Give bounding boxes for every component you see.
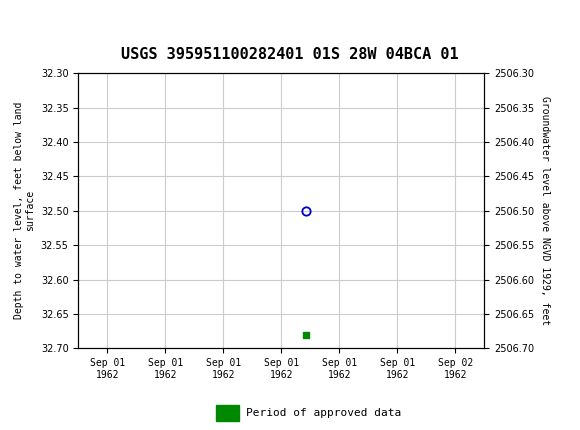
Text: USGS 395951100282401 01S 28W 04BCA 01: USGS 395951100282401 01S 28W 04BCA 01 (121, 47, 459, 62)
Text: Period of approved data: Period of approved data (246, 408, 401, 418)
FancyBboxPatch shape (216, 405, 239, 421)
Y-axis label: Groundwater level above NGVD 1929, feet: Groundwater level above NGVD 1929, feet (540, 96, 550, 325)
Text: USGS: USGS (48, 16, 107, 35)
Y-axis label: Depth to water level, feet below land
surface: Depth to water level, feet below land su… (13, 102, 35, 319)
